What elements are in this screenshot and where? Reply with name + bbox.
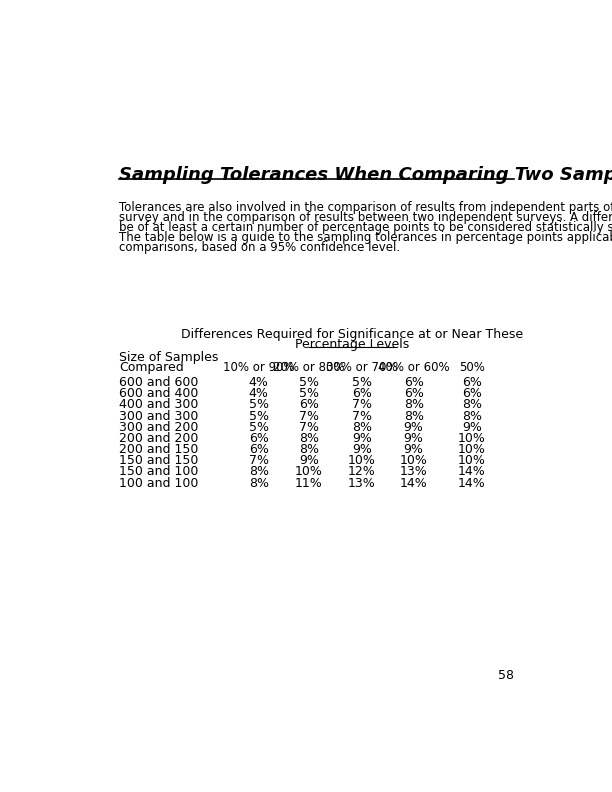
Text: 8%: 8% xyxy=(299,432,319,445)
Text: 13%: 13% xyxy=(348,477,376,489)
Text: 11%: 11% xyxy=(295,477,323,489)
Text: 8%: 8% xyxy=(404,409,424,423)
Text: 7%: 7% xyxy=(299,409,319,423)
Text: 14%: 14% xyxy=(458,477,486,489)
Text: 7%: 7% xyxy=(299,421,319,434)
Text: 7%: 7% xyxy=(352,398,371,411)
Text: 150 and 100: 150 and 100 xyxy=(119,466,198,478)
Text: 9%: 9% xyxy=(299,455,319,467)
Text: 6%: 6% xyxy=(404,376,424,389)
Text: 6%: 6% xyxy=(462,387,482,400)
Text: 8%: 8% xyxy=(461,398,482,411)
Text: 5%: 5% xyxy=(352,376,371,389)
Text: 6%: 6% xyxy=(352,387,371,400)
Text: 5%: 5% xyxy=(248,398,269,411)
Text: 400 and 300: 400 and 300 xyxy=(119,398,198,411)
Text: 200 and 200: 200 and 200 xyxy=(119,432,198,445)
Text: 100 and 100: 100 and 100 xyxy=(119,477,198,489)
Text: 6%: 6% xyxy=(299,398,319,411)
Text: 5%: 5% xyxy=(248,421,269,434)
Text: 14%: 14% xyxy=(400,477,428,489)
Text: 5%: 5% xyxy=(299,387,319,400)
Text: 8%: 8% xyxy=(404,398,424,411)
Text: 8%: 8% xyxy=(248,477,269,489)
Text: 7%: 7% xyxy=(352,409,371,423)
Text: 9%: 9% xyxy=(404,443,424,456)
Text: 30% or 70%: 30% or 70% xyxy=(326,360,397,374)
Text: Compared: Compared xyxy=(119,360,184,374)
Text: 9%: 9% xyxy=(462,421,482,434)
Text: 10%: 10% xyxy=(458,455,486,467)
Text: 6%: 6% xyxy=(462,376,482,389)
Text: 10%: 10% xyxy=(400,455,428,467)
Text: 8%: 8% xyxy=(352,421,371,434)
Text: 9%: 9% xyxy=(404,421,424,434)
Text: Sampling Tolerances When Comparing Two Samples: Sampling Tolerances When Comparing Two S… xyxy=(119,166,612,184)
Text: 10%: 10% xyxy=(295,466,323,478)
Text: survey and in the comparison of results between two independent surveys. A diffe: survey and in the comparison of results … xyxy=(119,211,612,223)
Text: Percentage Levels: Percentage Levels xyxy=(294,338,409,352)
Text: 6%: 6% xyxy=(248,443,269,456)
Text: 9%: 9% xyxy=(352,443,371,456)
Text: 14%: 14% xyxy=(458,466,486,478)
Text: Tolerances are also involved in the comparison of results from independent parts: Tolerances are also involved in the comp… xyxy=(119,200,612,214)
Text: 150 and 150: 150 and 150 xyxy=(119,455,198,467)
Text: 600 and 600: 600 and 600 xyxy=(119,376,198,389)
Text: 10%: 10% xyxy=(458,432,486,445)
Text: Differences Required for Significance at or Near These: Differences Required for Significance at… xyxy=(181,328,523,341)
Text: 6%: 6% xyxy=(404,387,424,400)
Text: 4%: 4% xyxy=(248,376,269,389)
Text: 600 and 400: 600 and 400 xyxy=(119,387,198,400)
Text: 8%: 8% xyxy=(248,466,269,478)
Text: 4%: 4% xyxy=(248,387,269,400)
Text: 50%: 50% xyxy=(459,360,485,374)
Text: 7%: 7% xyxy=(248,455,269,467)
Text: 300 and 300: 300 and 300 xyxy=(119,409,198,423)
Text: 6%: 6% xyxy=(248,432,269,445)
Text: 9%: 9% xyxy=(404,432,424,445)
Text: 300 and 200: 300 and 200 xyxy=(119,421,198,434)
Text: Size of Samples: Size of Samples xyxy=(119,351,218,364)
Text: 58: 58 xyxy=(498,668,514,682)
Text: 10%: 10% xyxy=(348,455,376,467)
Text: 12%: 12% xyxy=(348,466,376,478)
Text: 20% or 80%: 20% or 80% xyxy=(273,360,345,374)
Text: 10% or 90%: 10% or 90% xyxy=(223,360,294,374)
Text: 10%: 10% xyxy=(458,443,486,456)
Text: 8%: 8% xyxy=(299,443,319,456)
Text: comparisons, based on a 95% confidence level.: comparisons, based on a 95% confidence l… xyxy=(119,241,400,253)
Text: be of at least a certain number of percentage points to be considered statistica: be of at least a certain number of perce… xyxy=(119,220,612,234)
Text: 8%: 8% xyxy=(461,409,482,423)
Text: 9%: 9% xyxy=(352,432,371,445)
Text: The table below is a guide to the sampling tolerances in percentage points appli: The table below is a guide to the sampli… xyxy=(119,230,612,244)
Text: 5%: 5% xyxy=(248,409,269,423)
Text: 200 and 150: 200 and 150 xyxy=(119,443,198,456)
Text: 40% or 60%: 40% or 60% xyxy=(378,360,449,374)
Text: 13%: 13% xyxy=(400,466,428,478)
Text: 5%: 5% xyxy=(299,376,319,389)
